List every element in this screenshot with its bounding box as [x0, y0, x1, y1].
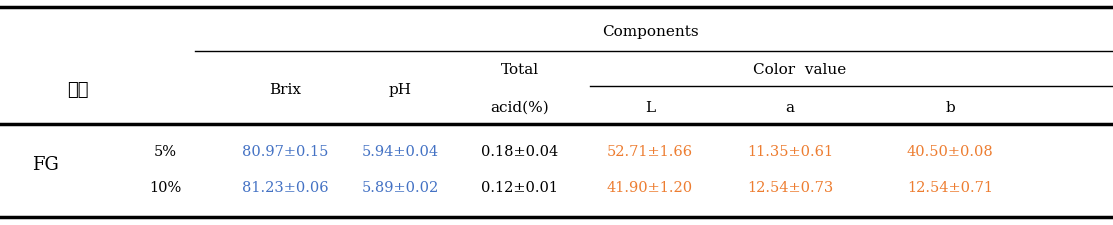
- Text: Total: Total: [501, 63, 539, 77]
- Text: pH: pH: [388, 83, 412, 97]
- Text: 12.54±0.73: 12.54±0.73: [747, 180, 834, 194]
- Text: 5.89±0.02: 5.89±0.02: [362, 180, 439, 194]
- Text: a: a: [786, 101, 795, 115]
- Text: 12.54±0.71: 12.54±0.71: [907, 180, 993, 194]
- Text: 조청: 조청: [67, 81, 89, 99]
- Text: 10%: 10%: [149, 180, 181, 194]
- Text: Color  value: Color value: [754, 63, 847, 77]
- Text: 5.94±0.04: 5.94±0.04: [362, 144, 439, 158]
- Text: 5%: 5%: [154, 144, 177, 158]
- Text: 0.12±0.01: 0.12±0.01: [482, 180, 559, 194]
- Text: 52.71±1.66: 52.71±1.66: [607, 144, 693, 158]
- Text: FG: FG: [31, 155, 58, 173]
- Text: Components: Components: [602, 25, 698, 39]
- Text: 81.23±0.06: 81.23±0.06: [242, 180, 328, 194]
- Text: L: L: [644, 101, 656, 115]
- Text: Brix: Brix: [269, 83, 301, 97]
- Text: 41.90±1.20: 41.90±1.20: [607, 180, 693, 194]
- Text: 40.50±0.08: 40.50±0.08: [907, 144, 994, 158]
- Text: acid(%): acid(%): [491, 101, 550, 115]
- Text: 11.35±0.61: 11.35±0.61: [747, 144, 833, 158]
- Text: b: b: [945, 101, 955, 115]
- Text: 80.97±0.15: 80.97±0.15: [242, 144, 328, 158]
- Text: 0.18±0.04: 0.18±0.04: [482, 144, 559, 158]
